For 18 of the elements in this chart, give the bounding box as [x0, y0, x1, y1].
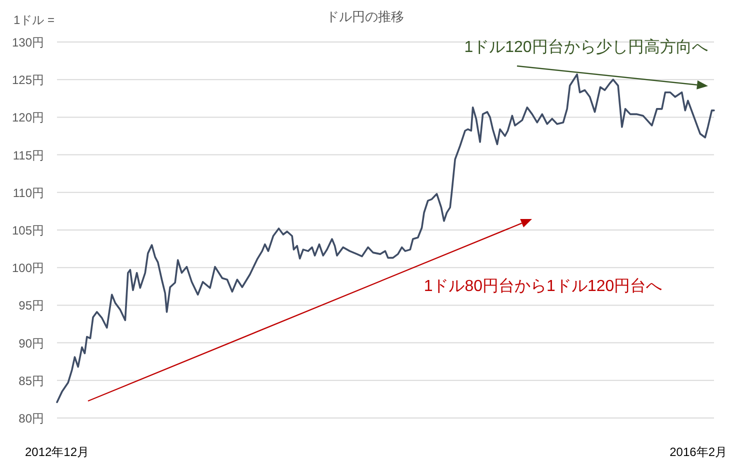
- y-tick-label: 100円: [12, 261, 44, 276]
- y-tick-label: 105円: [12, 224, 44, 238]
- x-tick-label: 2012年12月: [24, 445, 90, 459]
- y-tick-label: 125円: [12, 73, 44, 88]
- line-series: [56, 73, 715, 404]
- annotation: 1ドル120円台から少し円高方向へ: [464, 38, 708, 56]
- x-tick-label: 2016年2月: [670, 445, 727, 459]
- y-tick-label: 115円: [12, 148, 44, 162]
- y-tick-label: 120円: [12, 110, 44, 125]
- chart-title: ドル円の推移: [326, 9, 404, 24]
- y-tick-label: 110円: [12, 186, 44, 200]
- y-tick-label: 130円: [12, 36, 44, 50]
- y-axis-title: 1ドル =: [13, 13, 55, 27]
- y-tick-label: 85円: [18, 374, 44, 388]
- annotation: 1ドル80円台から1ドル120円台へ: [424, 277, 662, 295]
- y-tick-label: 80円: [18, 412, 44, 426]
- y-tick-label: 95円: [18, 298, 44, 313]
- y-tick-label: 90円: [18, 336, 44, 350]
